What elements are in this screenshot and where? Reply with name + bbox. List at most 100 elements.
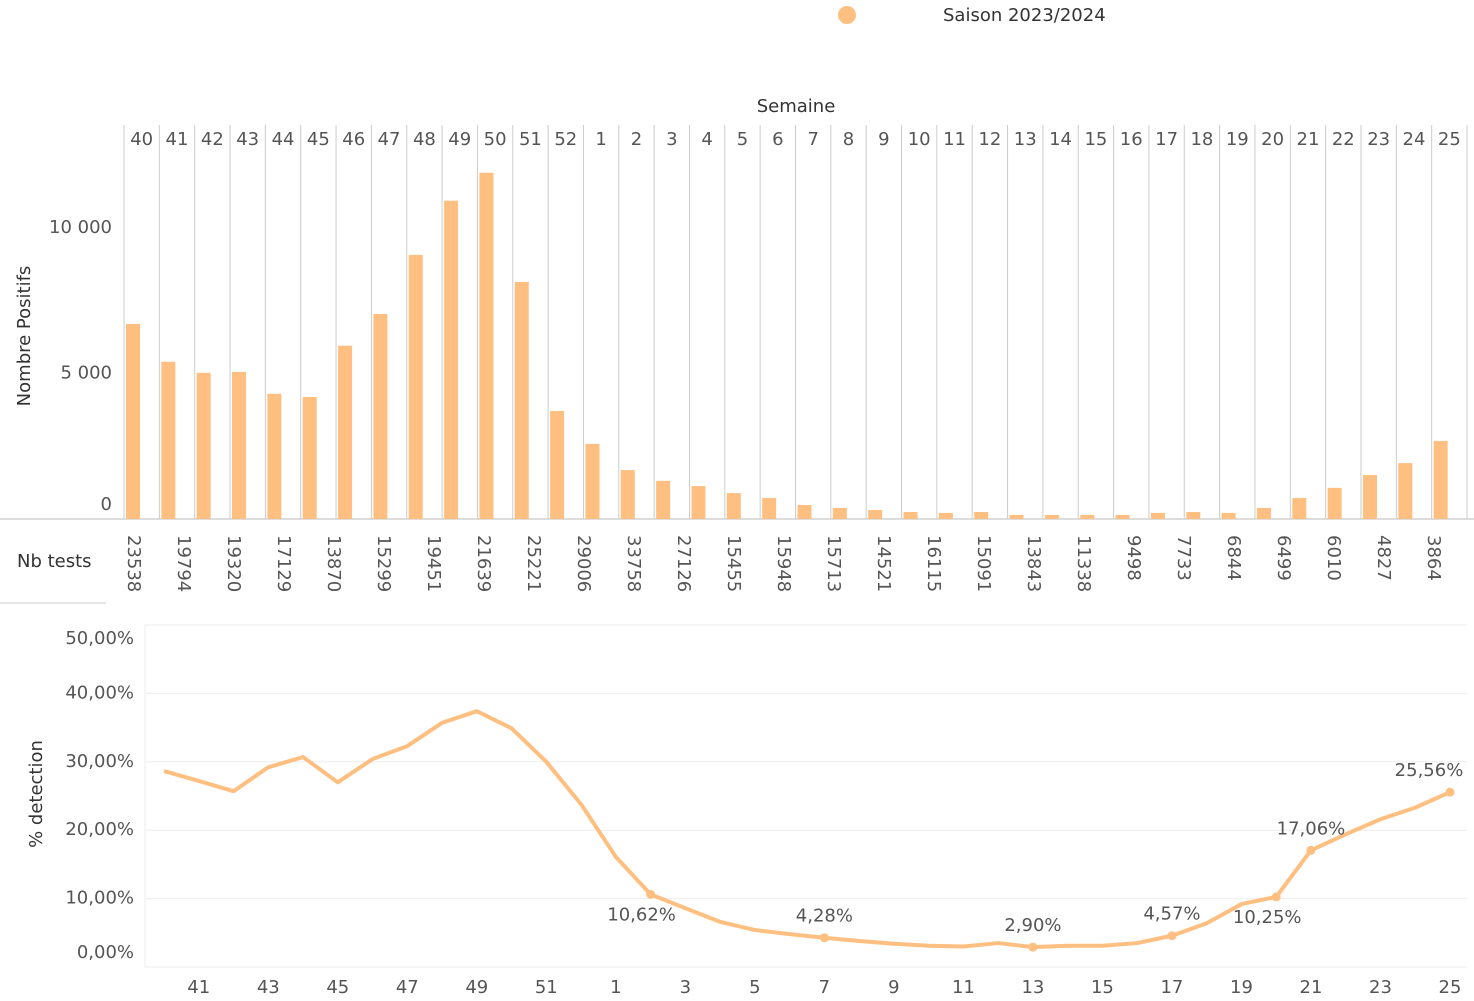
tests-value: 4827 [1373, 535, 1394, 581]
data-label: 4,28% [796, 906, 853, 927]
x-tick-label: 18 [1190, 129, 1213, 150]
tests-value: 11338 [1073, 535, 1094, 592]
y-tick-label: 40,00% [65, 682, 134, 703]
x-tick-label: 15 [1084, 129, 1107, 150]
x-tick-label: 17 [1160, 977, 1183, 998]
tests-value: 19451 [423, 535, 444, 592]
x-tick-label: 48 [413, 129, 436, 150]
x-tick-label: 41 [166, 129, 189, 150]
tests-value: 15713 [823, 535, 844, 592]
x-tick-label: 40 [130, 129, 153, 150]
x-tick-label: 25 [1439, 977, 1462, 998]
x-tick-label: 17 [1155, 129, 1178, 150]
bar [1115, 514, 1130, 519]
x-tick-label: 41 [187, 977, 210, 998]
point [1445, 787, 1455, 797]
bar [1362, 475, 1377, 519]
legend-label: Saison 2023/2024 [943, 5, 1106, 26]
bar [868, 509, 883, 519]
bar [1292, 498, 1307, 519]
data-label: 10,25% [1233, 907, 1302, 928]
x-tick-label: 46 [342, 129, 365, 150]
bar [1150, 512, 1165, 519]
tests-value: 16115 [923, 535, 944, 592]
x-tick-label: 51 [519, 129, 542, 150]
x-tick-label: 51 [535, 977, 558, 998]
bar [232, 371, 247, 519]
bar [373, 313, 388, 519]
x-tick-label: 45 [326, 977, 349, 998]
tests-value: 9498 [1123, 535, 1144, 581]
bar [1009, 514, 1024, 519]
x-tick-label: 5 [737, 129, 748, 150]
tests-value: 17129 [273, 535, 294, 592]
bar [1433, 440, 1448, 519]
x-tick-label: 2 [631, 129, 642, 150]
tests-value: 6844 [1223, 535, 1244, 581]
tests-value: 19320 [223, 535, 244, 592]
bar [832, 507, 847, 519]
y-tick-label: 10,00% [65, 888, 134, 909]
bar [514, 281, 529, 519]
x-tick-label: 6 [772, 129, 783, 150]
x-tick-label: 1 [595, 129, 606, 150]
tests-value: 6499 [1273, 535, 1294, 581]
tests-value: 15091 [973, 535, 994, 592]
bar [1398, 463, 1413, 519]
x-tick-label: 25 [1438, 129, 1461, 150]
x-tick-label: 9 [888, 977, 899, 998]
bar [1186, 512, 1201, 519]
x-tick-label: 47 [396, 977, 419, 998]
tests-value: 15948 [773, 535, 794, 592]
x-tick-label: 14 [1049, 129, 1072, 150]
tests-label: Nb tests [17, 551, 92, 572]
y-tick-label: 30,00% [65, 751, 134, 772]
x-tick-label: 4 [701, 129, 712, 150]
data-label: 2,90% [1004, 915, 1061, 936]
tests-value: 7733 [1173, 535, 1194, 581]
x-tick-label: 50 [484, 129, 507, 150]
x-tick-label: 23 [1367, 129, 1390, 150]
legend-swatch [838, 6, 856, 24]
x-tick-label: 42 [201, 129, 224, 150]
tests-value: 33758 [623, 535, 644, 592]
x-tick-label: 3 [680, 977, 691, 998]
bar [1080, 514, 1095, 519]
point [1271, 892, 1281, 902]
x-tick-label: 22 [1332, 129, 1355, 150]
x-tick-label: 23 [1369, 977, 1392, 998]
tests-value: 19794 [173, 535, 194, 592]
x-tick-label: 45 [307, 129, 330, 150]
data-label: 17,06% [1277, 818, 1346, 839]
bar [408, 254, 423, 520]
bar [302, 396, 317, 519]
y-tick-label: 20,00% [65, 819, 134, 840]
bar [161, 361, 176, 519]
tests-value: 21639 [473, 535, 494, 592]
data-label: 25,56% [1395, 760, 1464, 781]
bar [1044, 514, 1059, 519]
x-tick-label: 7 [819, 977, 830, 998]
x-tick-label: 9 [878, 129, 889, 150]
bar [903, 512, 918, 519]
x-tick-label: 49 [465, 977, 488, 998]
x-tick-label: 16 [1120, 129, 1143, 150]
x-tick-label: 15 [1091, 977, 1114, 998]
bar [585, 443, 600, 519]
x-tick-label: 20 [1261, 129, 1284, 150]
tests-value: 3864 [1423, 535, 1444, 581]
bar [479, 172, 494, 520]
bar [444, 200, 459, 520]
tests-value: 6010 [1323, 535, 1344, 581]
x-tick-label: 52 [554, 129, 577, 150]
x-tick-label: 13 [1014, 129, 1037, 150]
x-tick-label: 3 [666, 129, 677, 150]
y-axis-label: Nombre Positifs [14, 266, 35, 407]
point [1306, 845, 1316, 855]
x-tick-label: 47 [378, 129, 401, 150]
x-tick-label: 11 [943, 129, 966, 150]
tests-value: 27126 [673, 535, 694, 592]
point [1028, 942, 1038, 952]
point [1167, 931, 1177, 941]
bar [126, 323, 140, 519]
